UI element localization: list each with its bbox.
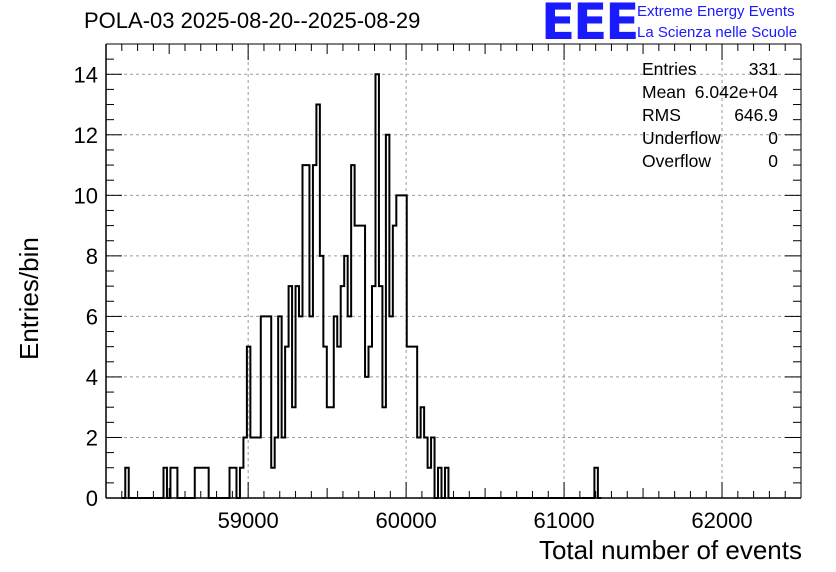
logo-line-1: Extreme Energy Events bbox=[637, 3, 795, 20]
stats-value: 0 bbox=[768, 151, 778, 171]
y-tick-label: 4 bbox=[86, 365, 98, 390]
stats-key: Entries bbox=[642, 59, 697, 79]
stats-key: Mean bbox=[642, 82, 686, 102]
logo-line-2: La Scienza nelle Scuole bbox=[637, 24, 798, 41]
stats-row-mean: Mean 6.042e+04 bbox=[642, 81, 778, 104]
histogram-line bbox=[121, 73, 602, 499]
stats-key: RMS bbox=[642, 105, 681, 125]
y-tick-label: 8 bbox=[86, 244, 98, 269]
y-tick-label: 6 bbox=[86, 304, 98, 329]
axis-ticks bbox=[105, 43, 802, 499]
stats-key: Underflow bbox=[642, 128, 721, 148]
y-tick-label: 0 bbox=[86, 486, 98, 511]
x-axis-label: Total number of events bbox=[538, 535, 802, 565]
stats-value: 0 bbox=[768, 128, 778, 148]
chart-title: POLA-03 2025-08-20--2025-08-29 bbox=[84, 8, 421, 33]
x-tick-label: 59000 bbox=[218, 508, 279, 533]
y-axis-label-wrap: Entries/bin bbox=[6, 180, 44, 360]
grid-lines bbox=[106, 44, 801, 498]
stats-value: 6.042e+04 bbox=[694, 82, 778, 102]
stats-value: 331 bbox=[748, 59, 778, 79]
x-tick-label: 62000 bbox=[691, 508, 752, 533]
x-tick-label: 60000 bbox=[376, 508, 437, 533]
stats-row-rms: RMS 646.9 bbox=[642, 104, 778, 127]
y-tick-label: 14 bbox=[74, 62, 98, 87]
stats-value: 646.9 bbox=[734, 105, 778, 125]
stats-row-underflow: Underflow 0 bbox=[642, 127, 778, 150]
y-tick-label: 10 bbox=[74, 183, 98, 208]
stats-row-entries: Entries 331 bbox=[642, 58, 778, 81]
x-tick-label: 61000 bbox=[533, 508, 594, 533]
y-tick-label: 2 bbox=[86, 425, 98, 450]
y-tick-label: 12 bbox=[74, 123, 98, 148]
y-axis-label: Entries/bin bbox=[14, 237, 44, 360]
eee-logo-mark: EEE bbox=[541, 0, 639, 51]
stats-row-overflow: Overflow 0 bbox=[642, 150, 778, 173]
stats-key: Overflow bbox=[642, 151, 712, 171]
stats-box: Entries 331 Mean 6.042e+04 RMS 646.9 Und… bbox=[642, 58, 778, 173]
tick-labels: 59000 60000 61000 62000 0 2 4 6 8 10 12 14 bbox=[74, 62, 753, 533]
